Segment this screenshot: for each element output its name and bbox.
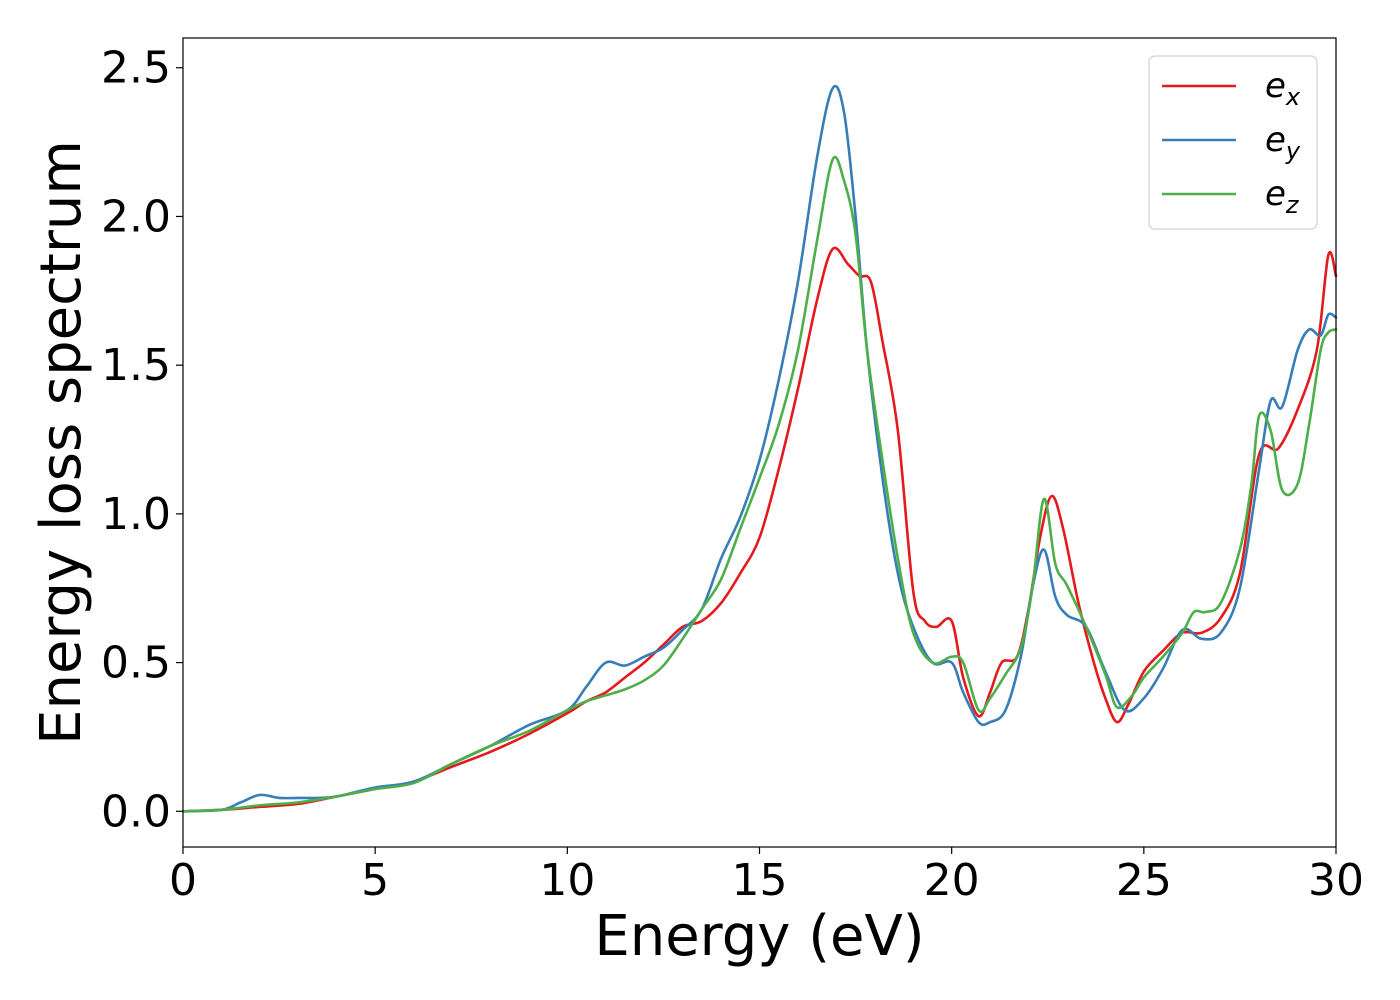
- y-tick-label: 1.0: [101, 489, 171, 540]
- legend-label-z: ez: [1265, 174, 1300, 219]
- series-line-z: [181, 155, 1338, 813]
- series-line-x: [181, 246, 1338, 813]
- y-tick-label: 0.5: [101, 638, 171, 689]
- x-tick-label: 25: [1116, 855, 1172, 906]
- series-layer: [181, 84, 1338, 813]
- x-axis-title: Energy (eV): [594, 904, 924, 969]
- y-tick-label: 2.5: [101, 43, 171, 94]
- x-tick-label: 5: [361, 855, 389, 906]
- y-axis-title: Energy loss spectrum: [29, 140, 94, 745]
- legend: ex ey ez: [1148, 55, 1318, 230]
- x-tick-label: 30: [1308, 855, 1364, 906]
- x-axis-ticks: 0 5 10 15 20 25 30: [169, 847, 1364, 906]
- x-tick-label: 20: [924, 855, 980, 906]
- legend-box: [1148, 55, 1318, 230]
- y-axis-ticks: 0.0 0.5 1.0 1.5 2.0 2.5: [101, 43, 183, 837]
- y-tick-label: 0.0: [101, 786, 171, 837]
- legend-label-x: ex: [1265, 66, 1301, 111]
- x-tick-label: 15: [732, 855, 788, 906]
- legend-label-y: ey: [1265, 120, 1301, 165]
- y-tick-label: 1.5: [101, 340, 171, 391]
- x-tick-label: 0: [169, 855, 197, 906]
- y-tick-label: 2.0: [101, 191, 171, 242]
- x-tick-label: 10: [539, 855, 595, 906]
